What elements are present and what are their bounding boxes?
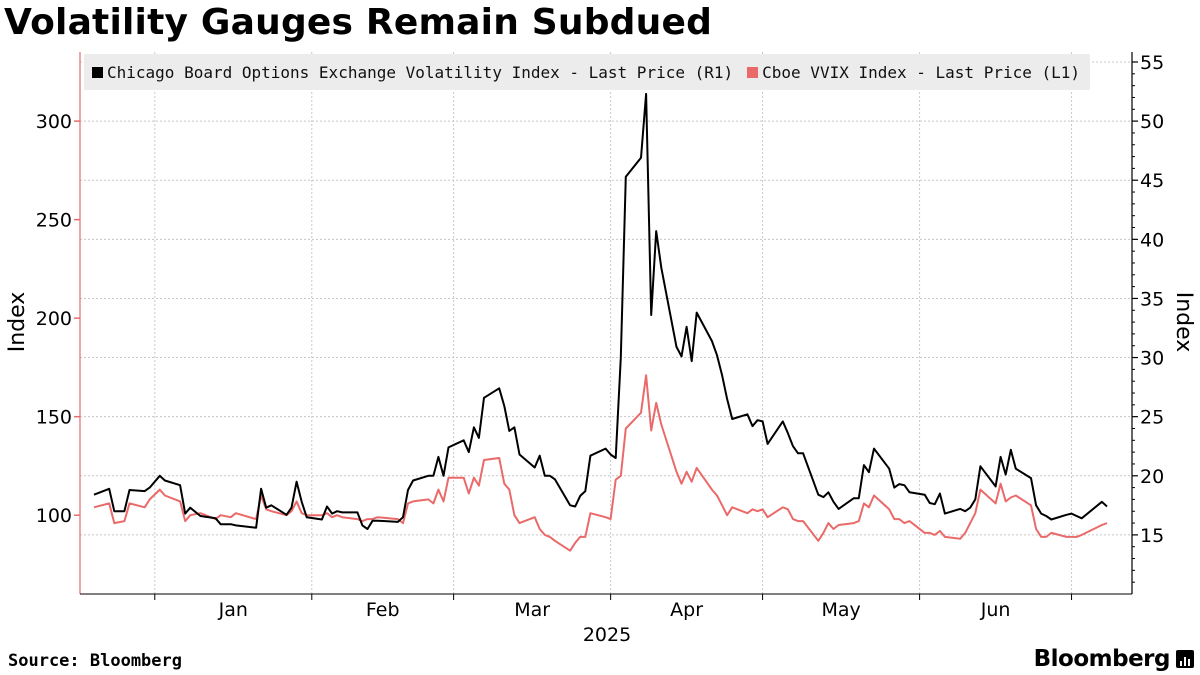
y-axis-right-tick-label: 55 [1140, 52, 1164, 74]
legend-label-vix: Chicago Board Options Exchange Volatilit… [107, 62, 734, 82]
y-axis-left-tick-label: 150 [36, 407, 72, 429]
legend: Chicago Board Options Exchange Volatilit… [84, 54, 1091, 90]
y-axis-left-tick-label: 100 [36, 505, 72, 527]
grid [80, 52, 1132, 594]
y-axis-left-tick-label: 200 [36, 308, 72, 330]
x-axis-year-label: 2025 [583, 624, 631, 646]
legend-swatch-vix [92, 66, 103, 78]
y-axis-right-tick-label: 30 [1140, 348, 1164, 370]
legend-item-vix: Chicago Board Options Exchange Volatilit… [92, 63, 733, 82]
x-axis-tick-label: Feb [366, 599, 400, 621]
y-axis-left-tick-label: 300 [36, 111, 72, 133]
y-axis-right-tick-label: 50 [1140, 111, 1164, 133]
y-axis-right-tick-label: 35 [1140, 288, 1164, 310]
y-axis-right-title: Index [1171, 292, 1196, 353]
y-axis-left-tick-label: 250 [36, 210, 72, 232]
source-note: Source: Bloomberg [8, 651, 182, 671]
x-axis-tick-label: Jun [980, 599, 1011, 621]
legend-item-vvix: Cboe VVIX Index - Last Price (L1) [747, 63, 1080, 82]
x-axis-tick-label: Mar [514, 599, 550, 621]
series-line-vvix [93, 374, 1108, 552]
series-layer [93, 92, 1108, 552]
brand-name: Bloomberg [1033, 646, 1171, 672]
legend-label-vvix: Cboe VVIX Index - Last Price (L1) [762, 62, 1081, 82]
brand-logo: Bloomberg [1034, 646, 1194, 672]
legend-swatch-vvix [747, 66, 759, 78]
axes: 100 150 200 250 300 15 20 25 30 35 40 45 50 55 Jan Feb M… [36, 52, 1164, 621]
series-line-vix [93, 92, 1108, 530]
chart-title: Volatility Gauges Remain Subdued [4, 2, 713, 43]
y-axis-left-title: Index [5, 292, 30, 353]
y-axis-right-tick-label: 20 [1140, 466, 1164, 488]
y-axis-right-tick-label: 25 [1140, 407, 1164, 429]
y-axis-right-tick-label: 45 [1140, 170, 1164, 192]
x-axis-tick-label: Apr [670, 599, 703, 621]
x-axis-tick-label: Jan [218, 599, 248, 621]
y-axis-right-tick-label: 40 [1140, 229, 1164, 251]
x-axis-tick-label: May [821, 599, 860, 621]
bloomberg-terminal-icon [1176, 650, 1194, 668]
y-axis-right-tick-label: 15 [1140, 525, 1164, 547]
